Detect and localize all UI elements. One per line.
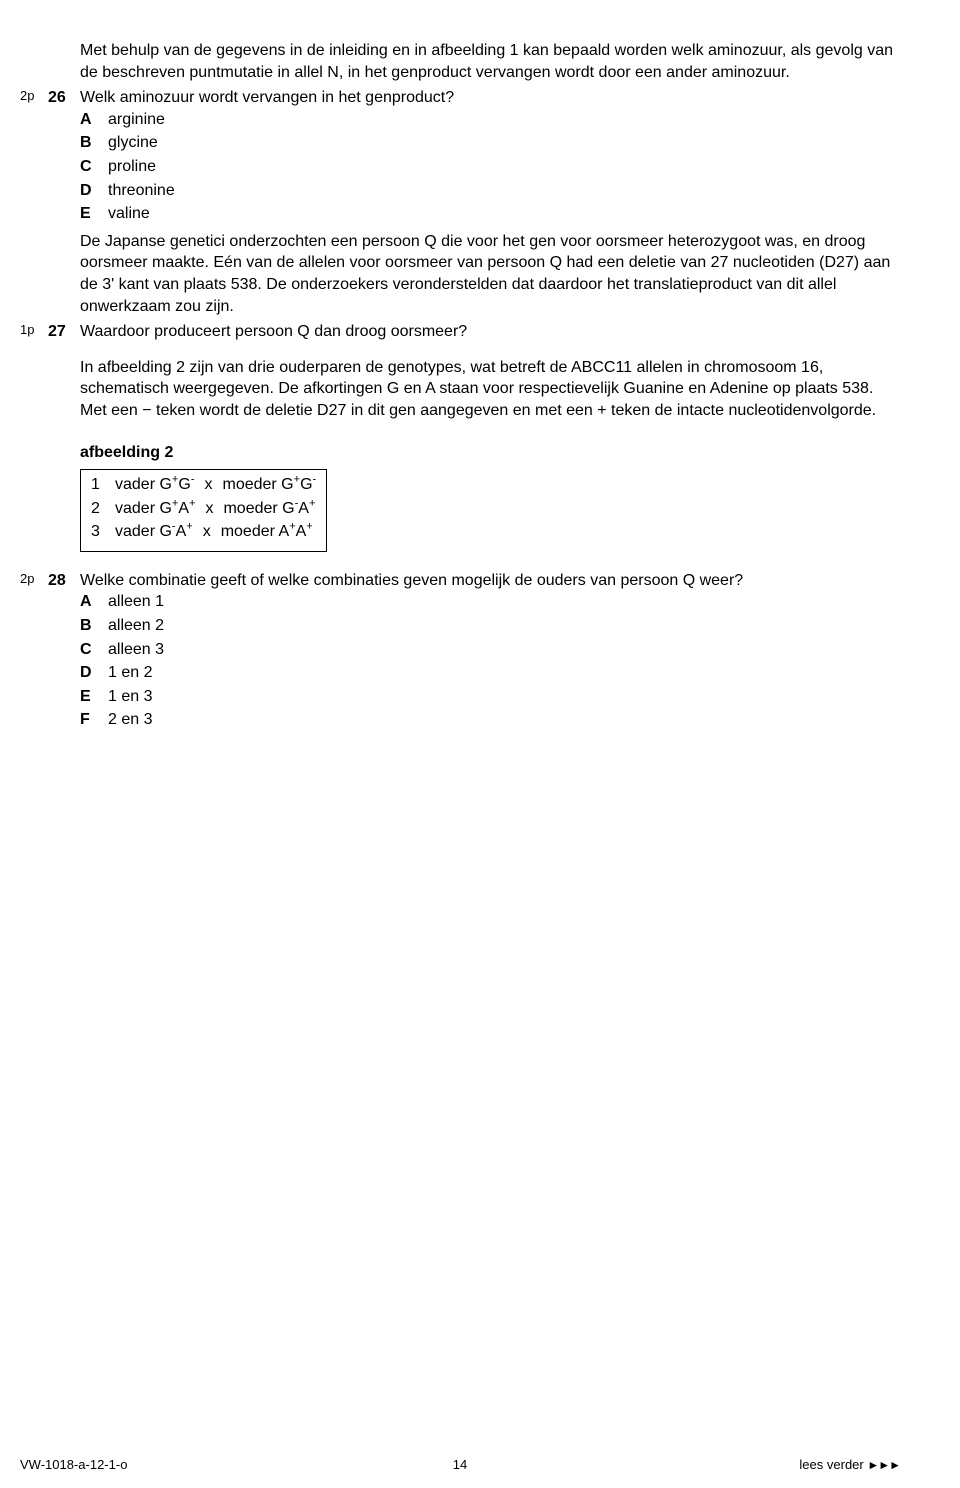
afb2-box-row: 2vader G+A+xmoeder G-A+ [91, 498, 316, 520]
q26-choice-d: D threonine [80, 180, 900, 202]
q28-choice-e: E 1 en 3 [80, 686, 900, 708]
q28-row: 2p 28 Welke combinatie geeft of welke co… [20, 570, 900, 733]
q28-choice-b: B alleen 2 [80, 615, 900, 637]
q26-row: 2p 26 Welk aminozuur wordt vervangen in … [20, 87, 900, 227]
q26-text: Welk aminozuur wordt vervangen in het ge… [80, 87, 900, 109]
q26-choice-b: B glycine [80, 132, 900, 154]
q26-choice-c: C proline [80, 156, 900, 178]
afb2-row: afbeelding 2 1vader G+G-xmoeder G+G-2vad… [20, 436, 900, 566]
arrow-icon: ►►► [867, 1458, 900, 1472]
q26-points: 2p [20, 87, 48, 227]
q28-choice-c: C alleen 3 [80, 639, 900, 661]
page-footer: VW-1018-a-12-1-o 14 lees verder ►►► [20, 1456, 900, 1474]
q28-choice-d: D 1 en 2 [80, 662, 900, 684]
afb2-box-row: 3vader G-A+xmoeder A+A+ [91, 521, 316, 543]
q27-intro-row: De Japanse genetici onderzochten een per… [20, 231, 900, 317]
footer-page: 14 [453, 1456, 467, 1474]
afb2-caption: afbeelding 2 [80, 442, 900, 464]
footer-right: lees verder ►►► [799, 1456, 900, 1474]
q27-text: Waardoor produceert persoon Q dan droog … [80, 321, 900, 343]
afb2-box-row: 1vader G+G-xmoeder G+G- [91, 474, 316, 496]
afb2-intro: In afbeelding 2 zijn van drie ouderparen… [80, 357, 900, 422]
afb2-intro-row: In afbeelding 2 zijn van drie ouderparen… [20, 357, 900, 422]
q28-text: Welke combinatie geeft of welke combinat… [80, 570, 900, 592]
q28-choice-f: F 2 en 3 [80, 709, 900, 731]
intro-row: Met behulp van de gegevens in de inleidi… [20, 40, 900, 83]
q28-choice-a: A alleen 1 [80, 591, 900, 613]
q27-points: 1p [20, 321, 48, 343]
footer-left: VW-1018-a-12-1-o [20, 1456, 127, 1474]
q27-number: 27 [48, 321, 76, 343]
intro-text: Met behulp van de gegevens in de inleidi… [80, 40, 900, 83]
q27-row: 1p 27 Waardoor produceert persoon Q dan … [20, 321, 900, 343]
q28-points: 2p [20, 570, 48, 733]
q26-choice-a: A arginine [80, 109, 900, 131]
q28-number: 28 [48, 570, 76, 733]
afb2-box: 1vader G+G-xmoeder G+G-2vader G+A+xmoede… [80, 469, 327, 552]
q27-intro: De Japanse genetici onderzochten een per… [80, 231, 900, 317]
q26-choice-e: E valine [80, 203, 900, 225]
q26-number: 26 [48, 87, 76, 227]
